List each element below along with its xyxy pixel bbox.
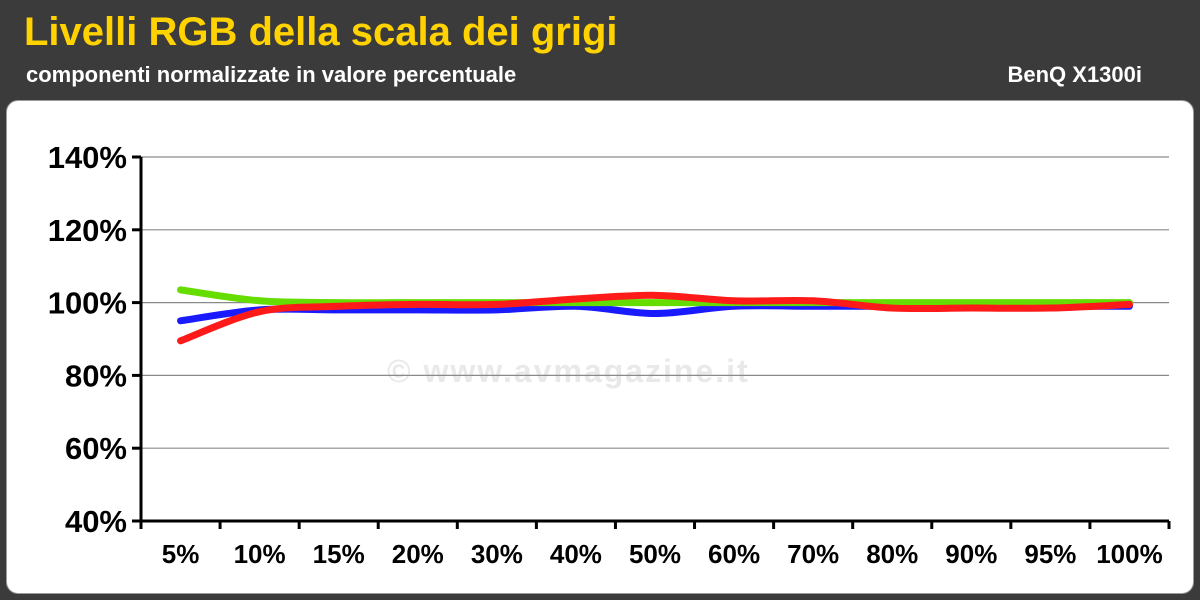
x-tick-label: 15%: [313, 539, 365, 569]
x-tick-label: 80%: [866, 539, 918, 569]
y-tick-label: 140%: [48, 140, 127, 175]
line-chart: 40% 60% 80% 100% 120% 140% 5% 10% 15% 20% 30% 40% 50…: [48, 140, 1171, 569]
x-tick-label: 20%: [392, 539, 444, 569]
x-tick-label: 5%: [162, 539, 200, 569]
x-tick-label: 10%: [234, 539, 286, 569]
y-tick-label: 40%: [65, 504, 127, 539]
y-tick-label: 80%: [65, 358, 127, 393]
header: Livelli RGB della scala dei grigi compon…: [0, 0, 1200, 100]
x-tick-label: 50%: [629, 539, 681, 569]
x-tick-label: 30%: [471, 539, 523, 569]
chart-title: Livelli RGB della scala dei grigi: [24, 10, 618, 54]
red-series-line: [177, 291, 1133, 345]
watermark-text: © www.avmagazine.it: [387, 353, 750, 389]
x-tick-label: 70%: [787, 539, 839, 569]
y-tick-label: 120%: [48, 213, 127, 248]
device-model: BenQ X1300i: [1007, 62, 1142, 87]
x-tick-label: 60%: [708, 539, 760, 569]
chart-panel: © www.avmagazine.it 40% 60% 80% 100% 120% 140…: [6, 100, 1194, 594]
green-series-line: [177, 286, 1133, 307]
x-tick-label: 40%: [550, 539, 602, 569]
x-tick-label: 90%: [945, 539, 997, 569]
x-tick-label: 95%: [1024, 539, 1076, 569]
chart-subtitle: componenti normalizzate in valore percen…: [26, 62, 517, 87]
y-tick-label: 60%: [65, 431, 127, 466]
y-tick-label: 100%: [48, 286, 127, 321]
x-tick-label: 100%: [1096, 539, 1163, 569]
